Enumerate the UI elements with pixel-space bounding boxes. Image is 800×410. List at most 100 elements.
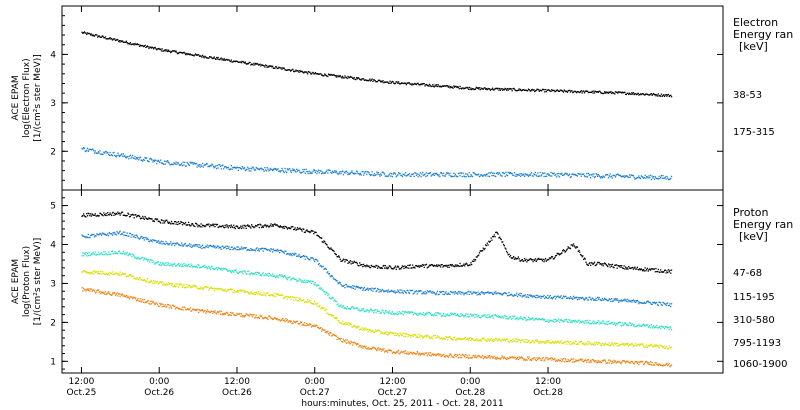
data-point <box>572 319 575 322</box>
data-point <box>207 224 209 226</box>
data-point <box>404 290 406 292</box>
data-point <box>657 304 659 306</box>
data-point <box>456 314 458 316</box>
data-point <box>285 277 287 279</box>
data-point <box>586 322 588 324</box>
data-point <box>90 149 93 151</box>
data-point <box>321 287 323 289</box>
data-point <box>407 290 409 292</box>
data-point <box>222 58 224 60</box>
data-point <box>110 233 112 235</box>
data-point <box>516 258 518 260</box>
data-point <box>653 325 655 327</box>
data-point <box>284 250 286 252</box>
data-point <box>422 174 425 177</box>
legend-title: Energy ran <box>733 28 793 41</box>
data-point <box>364 79 366 81</box>
data-point <box>142 158 145 161</box>
data-point <box>425 312 428 314</box>
data-point <box>519 339 521 342</box>
data-point <box>591 262 593 264</box>
data-point <box>121 294 123 296</box>
data-point <box>533 259 535 261</box>
data-point <box>542 88 544 91</box>
data-point <box>495 175 497 178</box>
data-point <box>224 166 226 168</box>
data-point <box>457 290 460 293</box>
data-point <box>146 301 148 303</box>
data-point <box>380 290 383 292</box>
data-point <box>262 168 264 171</box>
data-point <box>569 173 571 175</box>
data-point <box>139 218 142 220</box>
data-point <box>563 320 565 322</box>
data-point <box>323 307 325 309</box>
data-point <box>356 261 358 264</box>
data-point <box>174 221 177 223</box>
data-point <box>373 310 376 312</box>
data-point <box>668 178 670 180</box>
data-point <box>293 299 295 301</box>
series-175-315 <box>81 147 673 181</box>
data-point <box>111 272 113 275</box>
data-point <box>653 346 655 348</box>
data-point <box>534 259 536 262</box>
data-point <box>228 168 230 170</box>
data-point <box>135 300 138 302</box>
data-point <box>580 90 582 92</box>
legend-title: Energy ran <box>733 218 793 231</box>
data-point <box>132 298 134 300</box>
data-point <box>641 175 643 178</box>
data-point <box>509 339 512 342</box>
data-point <box>505 88 507 90</box>
data-point <box>513 172 516 174</box>
data-point <box>139 215 141 218</box>
data-point <box>409 334 411 337</box>
data-point <box>378 291 380 293</box>
data-point <box>648 326 650 328</box>
data-point <box>209 311 212 313</box>
data-point <box>667 269 670 271</box>
data-point <box>643 94 645 96</box>
data-point <box>247 292 250 294</box>
data-point <box>188 244 190 247</box>
data-point <box>111 155 114 157</box>
data-point <box>640 93 642 96</box>
data-point <box>324 172 327 174</box>
data-point <box>658 326 660 329</box>
data-point <box>597 298 600 300</box>
data-point <box>153 303 156 305</box>
data-point <box>500 238 502 241</box>
data-point <box>236 166 238 168</box>
data-point <box>593 173 595 175</box>
data-point <box>548 339 550 342</box>
data-point <box>401 335 403 337</box>
data-point <box>480 250 482 252</box>
data-point <box>541 341 544 343</box>
data-point <box>163 305 165 307</box>
data-point <box>231 246 233 248</box>
data-point <box>383 332 385 334</box>
data-point <box>154 218 156 220</box>
data-point <box>635 325 637 328</box>
data-point <box>274 275 276 277</box>
data-point <box>137 278 139 280</box>
data-point <box>162 303 164 306</box>
data-point <box>667 327 669 329</box>
data-point <box>204 266 206 269</box>
data-point <box>251 168 253 170</box>
data-point <box>314 325 316 327</box>
data-point <box>468 172 470 174</box>
data-point <box>594 344 596 346</box>
data-point <box>251 249 253 251</box>
data-point <box>459 291 461 293</box>
data-point <box>448 174 450 176</box>
data-point <box>100 212 102 215</box>
data-point <box>179 265 181 267</box>
data-point <box>209 311 211 313</box>
data-point <box>311 230 313 232</box>
data-point <box>134 234 136 236</box>
data-point <box>525 258 527 261</box>
data-point <box>275 66 277 68</box>
data-point <box>497 233 499 235</box>
